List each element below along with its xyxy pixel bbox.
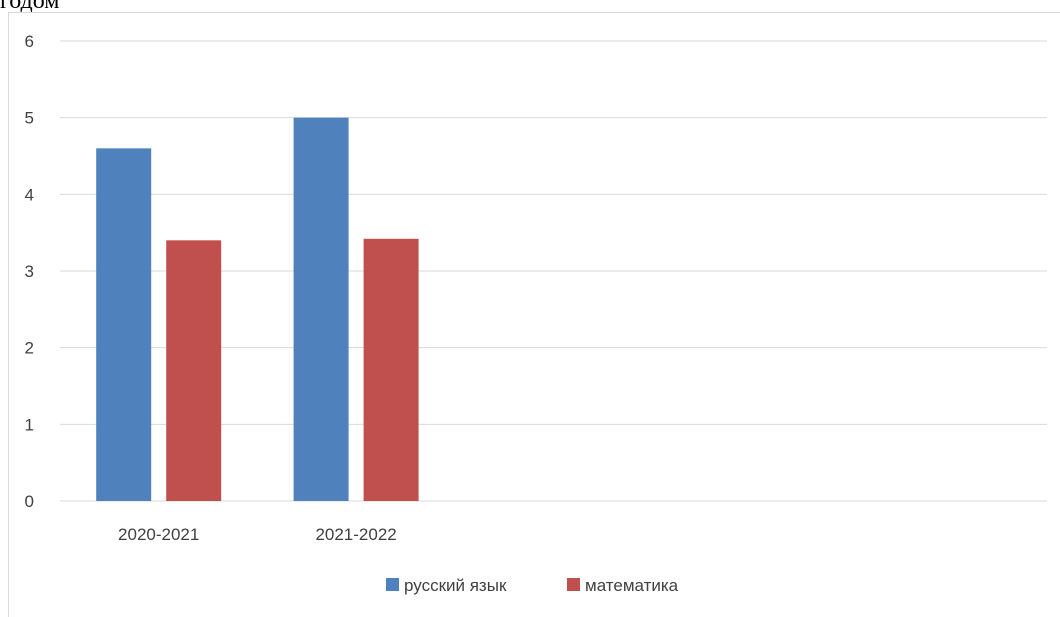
y-tick-label: 2 xyxy=(25,339,34,358)
legend-swatch xyxy=(386,578,399,591)
legend-label: русский язык xyxy=(404,576,507,595)
x-axis-tick-labels: 2020-2021 2021-2022 xyxy=(118,525,397,544)
x-tick-label: 2020-2021 xyxy=(118,525,199,544)
y-tick-label: 1 xyxy=(25,415,34,434)
bar-math-1 xyxy=(363,238,419,502)
y-tick-label: 4 xyxy=(25,185,34,204)
bar-math-0 xyxy=(166,240,222,502)
bar-russian-1 xyxy=(293,117,349,502)
x-tick-label: 2021-2022 xyxy=(315,525,396,544)
legend-label: математика xyxy=(585,576,679,595)
bars xyxy=(96,117,419,502)
chart-frame xyxy=(8,12,1060,617)
bar-russian-0 xyxy=(96,148,152,502)
gridlines xyxy=(60,40,1047,502)
y-tick-label: 0 xyxy=(25,492,34,511)
y-tick-label: 3 xyxy=(25,262,34,281)
y-tick-label: 5 xyxy=(25,109,34,128)
y-axis-tick-labels: 0 1 2 3 4 5 6 xyxy=(25,32,34,511)
legend: русский язык математика xyxy=(386,576,679,595)
legend-swatch xyxy=(567,578,580,591)
clipped-caption-text: годом xyxy=(0,0,60,14)
y-tick-label: 6 xyxy=(25,32,34,51)
